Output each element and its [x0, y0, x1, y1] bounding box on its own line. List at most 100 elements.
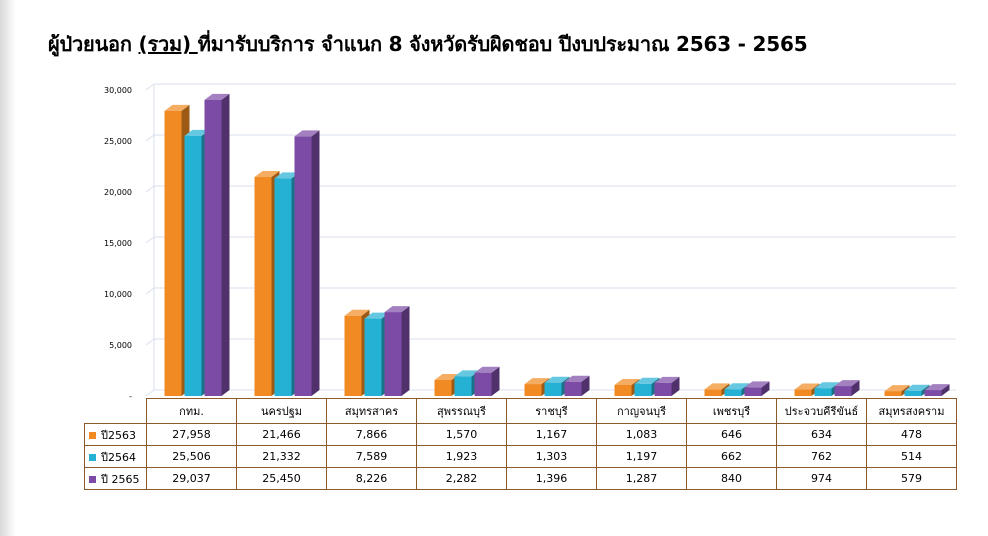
y-tick-label: 30,000 [104, 86, 132, 95]
bar-side [671, 376, 680, 396]
bar [884, 391, 902, 396]
category-label: สมุทรสงคราม [866, 398, 957, 424]
data-label: 662 [686, 445, 777, 468]
bar [924, 390, 942, 396]
data-label: 478 [866, 423, 957, 446]
bar-top [614, 378, 640, 385]
bar-side [401, 306, 410, 396]
legend-label: ปี2564 [101, 450, 136, 464]
data-label: 514 [866, 445, 957, 468]
bar [344, 315, 362, 396]
legend-swatch [89, 432, 96, 439]
bar-top [794, 383, 820, 390]
bar-top [724, 383, 750, 390]
bar [364, 318, 382, 396]
bar-top [704, 383, 730, 390]
bar [744, 387, 762, 396]
bar-side [491, 366, 500, 396]
legend-entry: ปี2564 [84, 445, 147, 468]
page-title: ผู้ป่วยนอก (รวม) ที่มารับบริการ จำแนก 8 … [48, 28, 968, 60]
bar-side [581, 375, 590, 396]
legend-entry: ปี 2565 [84, 467, 147, 490]
bar-top [164, 104, 190, 111]
data-label: 27,958 [146, 423, 237, 446]
y-tick-label: 20,000 [104, 188, 132, 197]
bar-side [761, 381, 770, 396]
bar [834, 386, 852, 396]
bar-top [344, 309, 370, 316]
title-prefix: ผู้ป่วยนอก [48, 32, 139, 56]
data-label: 840 [686, 467, 777, 490]
bar [704, 389, 722, 396]
category-label: เพชรบุรี [686, 398, 777, 424]
bar-top [184, 129, 210, 136]
bar [564, 381, 582, 396]
data-label: 634 [776, 423, 867, 446]
legend-label: ปี2563 [101, 428, 136, 442]
table-row: ปี2563 27,958 21,466 7,866 1,570 1,167 1,083 64… [84, 423, 957, 446]
data-label: 29,037 [146, 467, 237, 490]
bar-top [834, 380, 860, 387]
y-tick-label: 25,000 [104, 137, 132, 146]
y-tick-label: - [129, 392, 132, 400]
data-label: 7,589 [326, 445, 417, 468]
data-label: 579 [866, 467, 957, 490]
bar-top [544, 376, 570, 383]
category-label: สมุทรสาคร [326, 398, 417, 424]
data-label: 974 [776, 467, 867, 490]
bar [384, 312, 402, 396]
bar [654, 382, 672, 396]
y-tick-label: 15,000 [104, 239, 132, 248]
gridline-diagonal [145, 236, 155, 244]
legend-swatch [89, 476, 96, 483]
data-label: 1,923 [416, 445, 507, 468]
data-table: กทม. นครปฐม สมุทรสาคร สุพรรณบุรี ราชบุรี กาญจ… [84, 398, 957, 490]
category-label: ประจวบคีรีขันธ์ [776, 398, 867, 424]
bar-top [204, 93, 230, 100]
legend-swatch [89, 454, 96, 461]
bar [294, 136, 312, 396]
category-label: นครปฐม [236, 398, 327, 424]
gridline-diagonal [145, 83, 155, 91]
bar-top [474, 366, 500, 373]
bar [274, 178, 292, 396]
bar [254, 177, 272, 396]
bar-side [941, 384, 950, 396]
y-tick-label: 5,000 [109, 341, 132, 350]
gridline-diagonal [145, 134, 155, 142]
data-label: 25,506 [146, 445, 237, 468]
bar-top [254, 171, 280, 178]
title-underlined: (รวม) [138, 32, 198, 56]
title-suffix: ที่มารับบริการ จำแนก 8 จังหวัดรับผิดชอบ … [197, 32, 808, 56]
gridline-diagonal [145, 338, 155, 346]
bar-side [311, 130, 320, 396]
bar [814, 388, 832, 396]
data-label: 7,866 [326, 423, 417, 446]
data-label: 1,167 [506, 423, 597, 446]
bar-top [364, 312, 390, 319]
left-page-shadow [0, 0, 16, 536]
bar-top [454, 370, 480, 377]
bar [204, 99, 222, 396]
data-label: 21,466 [236, 423, 327, 446]
legend-entry: ปี2563 [84, 423, 147, 446]
bar [634, 383, 652, 396]
category-label: กทม. [146, 398, 237, 424]
category-label: กาญจนบุรี [596, 398, 687, 424]
data-label: 1,570 [416, 423, 507, 446]
data-label: 1,303 [506, 445, 597, 468]
table-corner [84, 398, 147, 424]
bar [184, 135, 202, 396]
gridline-diagonal [145, 389, 155, 397]
bar [904, 390, 922, 396]
data-label: 8,226 [326, 467, 417, 490]
bar [614, 384, 632, 396]
category-label: สุพรรณบุรี [416, 398, 507, 424]
table-row: ปี2564 25,506 21,332 7,589 1,923 1,303 1,197 66… [84, 445, 957, 468]
bar [724, 389, 742, 396]
data-label: 646 [686, 423, 777, 446]
bar-top [434, 373, 460, 380]
bar [434, 379, 452, 396]
gridline-diagonal [145, 287, 155, 295]
bar-top [654, 376, 680, 383]
